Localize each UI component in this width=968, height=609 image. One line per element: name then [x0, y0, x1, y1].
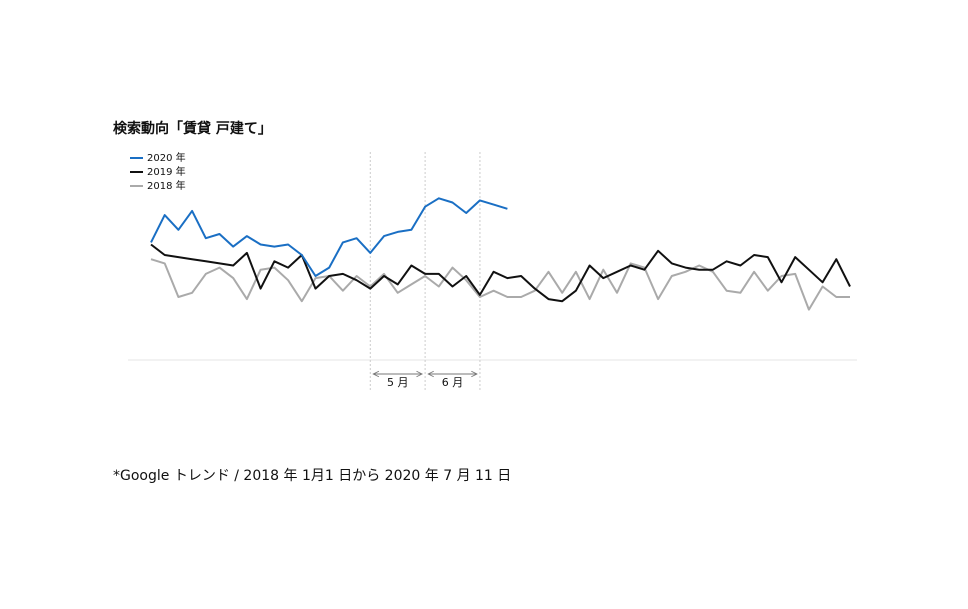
source-note: *Google トレンド / 2018 年 1月1 日から 2020 年 7 月…	[113, 468, 511, 484]
series-line	[150, 258, 850, 311]
series-line	[150, 197, 508, 277]
month-label: 5 月	[387, 376, 409, 389]
legend-label: 2020 年	[147, 151, 186, 164]
legend-label: 2019 年	[147, 165, 186, 178]
legend-label: 2018 年	[147, 179, 186, 192]
month-label: 6 月	[442, 376, 464, 389]
series-line	[150, 243, 851, 303]
chart-title: 検索動向「賃貸 戸建て」	[113, 120, 272, 137]
